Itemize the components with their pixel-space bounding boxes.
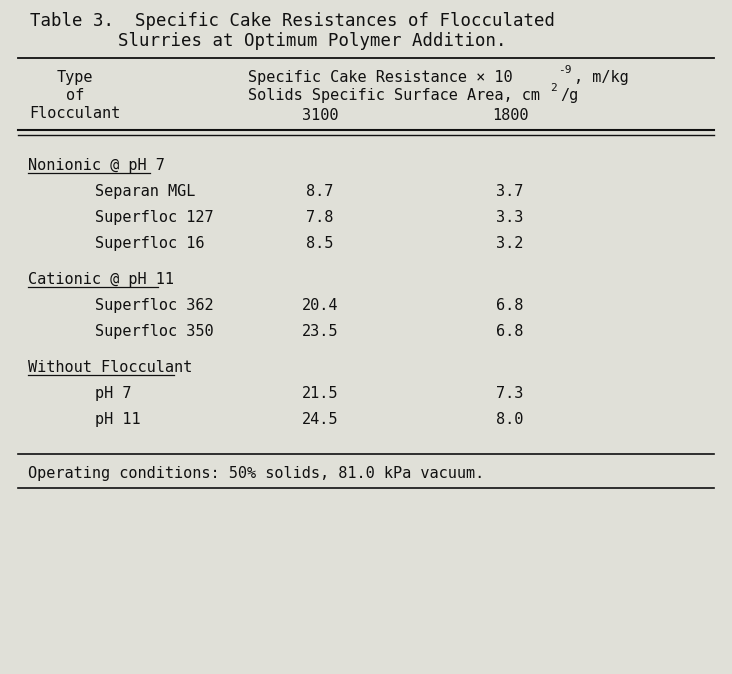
Text: Without Flocculant: Without Flocculant [28,360,193,375]
Text: Slurries at Optimum Polymer Addition.: Slurries at Optimum Polymer Addition. [118,32,507,50]
Text: pH 7: pH 7 [95,386,132,401]
Text: Separan MGL: Separan MGL [95,184,195,199]
Text: 3.7: 3.7 [496,184,523,199]
Text: 24.5: 24.5 [302,412,338,427]
Text: 3100: 3100 [302,108,338,123]
Text: 23.5: 23.5 [302,324,338,339]
Text: 7.8: 7.8 [306,210,334,225]
Text: Table 3.  Specific Cake Resistances of Flocculated: Table 3. Specific Cake Resistances of Fl… [30,12,555,30]
Text: Superfloc 16: Superfloc 16 [95,236,204,251]
Text: Superfloc 127: Superfloc 127 [95,210,214,225]
Text: Cationic @ pH 11: Cationic @ pH 11 [28,272,174,287]
Text: Specific Cake Resistance × 10: Specific Cake Resistance × 10 [248,70,512,85]
Text: 6.8: 6.8 [496,324,523,339]
Text: 21.5: 21.5 [302,386,338,401]
Text: 3.2: 3.2 [496,236,523,251]
Text: Flocculant: Flocculant [29,106,121,121]
Text: /g: /g [560,88,578,103]
Text: 8.7: 8.7 [306,184,334,199]
Text: Superfloc 362: Superfloc 362 [95,298,214,313]
Text: Solids Specific Surface Area, cm: Solids Specific Surface Area, cm [248,88,540,103]
Text: Operating conditions: 50% solids, 81.0 kPa vacuum.: Operating conditions: 50% solids, 81.0 k… [28,466,485,481]
Text: 8.5: 8.5 [306,236,334,251]
Text: 2: 2 [550,83,557,93]
Text: 3.3: 3.3 [496,210,523,225]
Text: , m/kg: , m/kg [574,70,629,85]
Text: -9: -9 [558,65,572,75]
Text: Superfloc 350: Superfloc 350 [95,324,214,339]
Text: Type: Type [57,70,93,85]
Text: pH 11: pH 11 [95,412,141,427]
Text: 1800: 1800 [492,108,529,123]
Text: of: of [66,88,84,103]
Text: 6.8: 6.8 [496,298,523,313]
Text: Nonionic @ pH 7: Nonionic @ pH 7 [28,158,165,173]
Text: 8.0: 8.0 [496,412,523,427]
Text: 20.4: 20.4 [302,298,338,313]
Text: 7.3: 7.3 [496,386,523,401]
